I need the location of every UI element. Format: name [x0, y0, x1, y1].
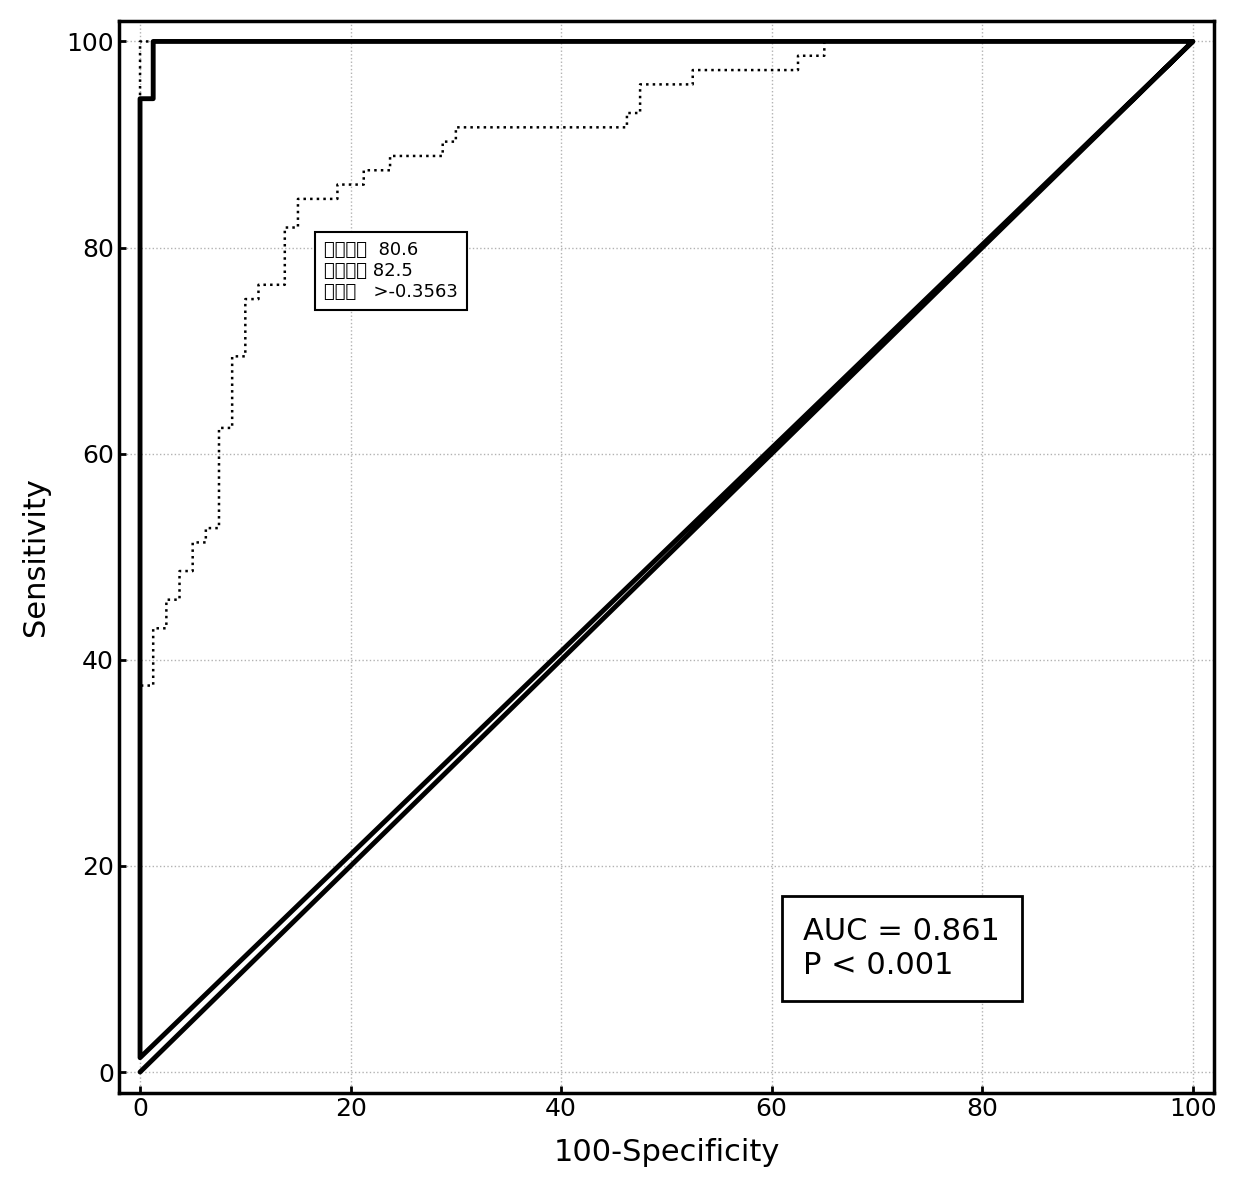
- Y-axis label: Sensitivity: Sensitivity: [21, 478, 50, 636]
- Text: 敏感性：  80.6
特异性： 82.5
标准：   >-0.3563: 敏感性： 80.6 特异性： 82.5 标准： >-0.3563: [325, 241, 458, 301]
- Text: AUC = 0.861
P < 0.001: AUC = 0.861 P < 0.001: [804, 917, 1001, 980]
- X-axis label: 100-Specificity: 100-Specificity: [553, 1138, 780, 1167]
